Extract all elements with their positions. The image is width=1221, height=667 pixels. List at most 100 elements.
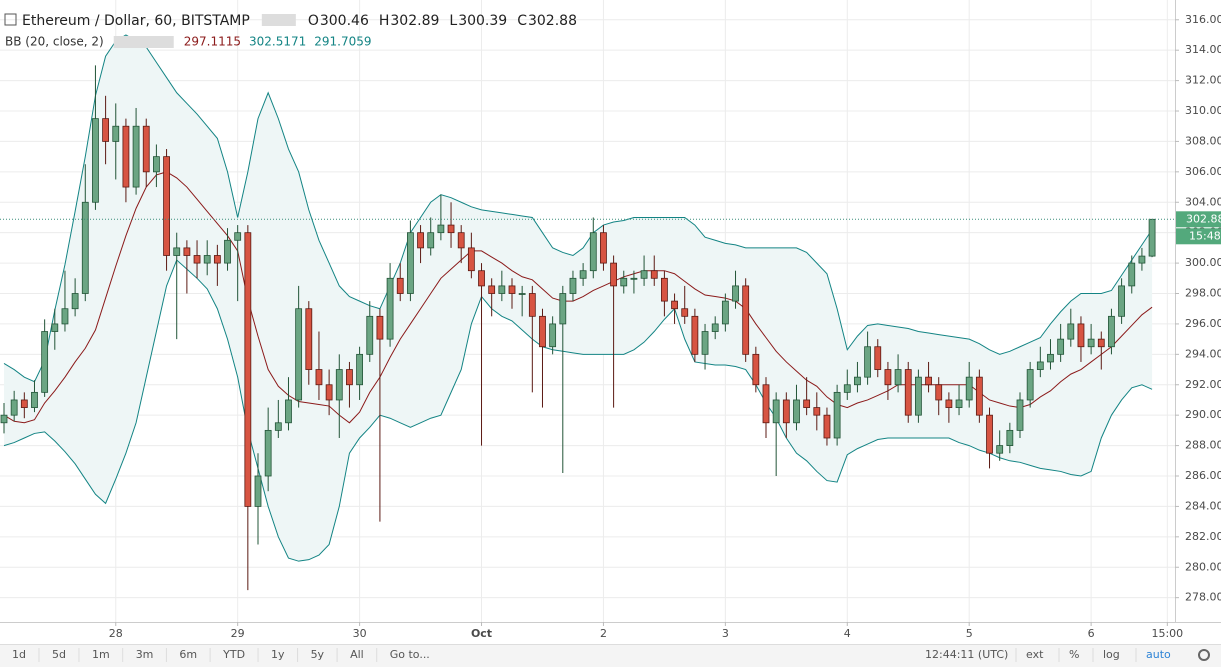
candle-body [854,376,861,386]
overlay: 302.88 15:48 Ethereum / Dollar, 60, BITSTA… [0,13,1221,245]
range-button[interactable]: All [350,648,364,661]
legend-buttons[interactable] [261,14,296,26]
candle-body [742,285,750,355]
candle-body [752,353,760,386]
candle-body [264,429,272,477]
x-tick-label: 6 [1088,627,1095,640]
range-button[interactable]: 5d [52,648,66,661]
option-button[interactable]: % [1069,648,1079,661]
ohlc-label: C [517,13,527,29]
candle-body [193,255,201,264]
candle-body [163,156,170,256]
candle-body [620,277,628,287]
y-tick-label: 296.00 [1185,317,1221,330]
candle-body [813,407,821,416]
candle-body [600,232,607,264]
candle-body [1067,323,1075,340]
candle-body [803,399,811,408]
indicator-value: 291.7059 [314,35,371,49]
candle-body [1097,338,1105,348]
candle-body [498,285,506,294]
candle-body [528,293,536,317]
countdown-tag [1176,228,1221,245]
toolbar [0,644,1221,667]
candle-body [1077,323,1085,348]
band-fill [4,34,1153,562]
candle-body [1128,262,1136,287]
y-tick-label: 294.00 [1185,347,1221,360]
candle-body [935,384,943,401]
collapse-icon[interactable] [4,13,17,26]
candle-body [782,399,790,424]
candle-body [681,308,689,317]
candle-body [772,399,780,424]
candle-body [884,369,892,386]
y-tick-label: 304.00 [1185,195,1221,208]
y-tick-label: 282.00 [1185,530,1221,543]
candle-body [539,315,546,348]
candle-body [1057,338,1065,355]
candle-body [417,232,424,249]
candle-body [396,277,404,294]
x-tick-label: 28 [109,627,123,640]
bb-basis [3,171,1153,424]
option-button[interactable]: log [1103,648,1120,661]
candle-body [671,300,678,310]
settings-icon[interactable] [1198,649,1210,661]
candle-body [1026,369,1034,401]
candle-body [1138,255,1146,264]
candle-body [975,376,983,416]
option-button[interactable]: auto [1146,648,1171,661]
y-tick-label: 312.00 [1185,74,1221,87]
candle-body [295,308,303,401]
candle-body [447,224,455,234]
candle-body [762,384,770,424]
x-tick-label: 4 [844,627,851,640]
ohlc-value: 300.39 [458,13,507,29]
indicator-buttons[interactable] [113,36,174,48]
candle-body [915,376,922,416]
range-button[interactable]: YTD [222,648,245,661]
candle-body [1087,338,1095,348]
candle-body [142,125,150,173]
bb-lower [3,259,1153,562]
candle-body [579,270,587,279]
x-tick-label: 15:00 [1151,627,1183,640]
candle-body [833,391,841,439]
y-tick-label: 300.00 [1185,256,1221,269]
candle-body [325,384,333,401]
x-tick-label: 29 [231,627,245,640]
candle-body [904,369,912,416]
candle-body [285,399,292,424]
y-tick-label: 316.00 [1185,13,1221,26]
candle-body [986,414,993,454]
candle-body [1016,399,1024,431]
range-button[interactable]: 6m [179,648,197,661]
option-button[interactable]: ext [1026,648,1044,661]
goto-button[interactable]: Go to... [390,648,430,661]
candle-body [10,399,18,416]
candle-body [61,308,69,325]
candle-body [1047,353,1054,363]
candle-body [925,376,932,386]
candle-body [508,285,516,294]
y-tick-label: 310.00 [1185,104,1221,117]
range-button[interactable]: 5y [311,648,325,661]
candle-body [569,277,577,294]
candle-body [81,201,89,294]
candle-body [467,247,475,272]
candle-body [183,247,191,256]
range-button[interactable]: 1d [12,648,26,661]
symbol-title: Ethereum / Dollar, 60, BITSTAMP [22,13,250,29]
plot [0,34,1156,591]
range-button[interactable]: 1y [271,648,285,661]
candle-body [305,308,313,370]
candle-body [793,399,800,424]
candle-body [650,270,658,279]
range-button[interactable]: 3m [136,648,154,661]
y-tick-label: 284.00 [1185,499,1221,512]
range-button[interactable]: 1m [92,648,110,661]
indicator-value: 297.1115 [184,35,241,49]
